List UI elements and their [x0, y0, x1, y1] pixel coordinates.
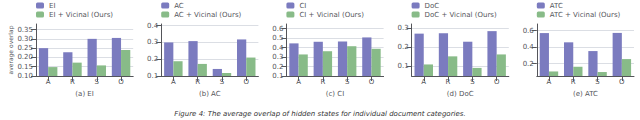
- svg-text:S: S: [595, 78, 600, 86]
- svg-text:average overlap: average overlap: [7, 25, 15, 74]
- svg-text:0.10: 0.10: [17, 72, 33, 80]
- svg-text:0.3: 0.3: [397, 24, 408, 32]
- svg-text:0.6: 0.6: [523, 27, 535, 35]
- svg-text:0.2: 0.2: [147, 55, 158, 63]
- svg-text:0.25: 0.25: [17, 44, 33, 52]
- svg-text:S: S: [470, 78, 475, 86]
- svg-text:AC + Vicinal (Ours): AC + Vicinal (Ours): [174, 11, 241, 19]
- svg-text:S: S: [345, 78, 350, 86]
- svg-text:R: R: [320, 78, 325, 86]
- svg-text:A: A: [46, 78, 51, 86]
- svg-text:0.2: 0.2: [523, 60, 534, 68]
- svg-text:O: O: [494, 78, 500, 86]
- svg-text:0.30: 0.30: [17, 35, 33, 43]
- svg-text:R: R: [446, 78, 451, 86]
- svg-text:A: A: [421, 78, 426, 86]
- svg-text:0.5: 0.5: [272, 34, 283, 42]
- svg-text:CI: CI: [299, 2, 306, 10]
- svg-text:0.3: 0.3: [147, 38, 158, 46]
- svg-text:Figure 4: The average overlap: Figure 4: The average overlap of hidden …: [174, 110, 465, 118]
- svg-text:(b) AC: (b) AC: [199, 90, 221, 98]
- svg-text:O: O: [243, 78, 249, 86]
- svg-text:(c) CI: (c) CI: [326, 90, 345, 98]
- svg-text:0.2: 0.2: [272, 63, 283, 71]
- svg-text:0.1: 0.1: [397, 62, 408, 70]
- svg-text:R: R: [195, 78, 200, 86]
- svg-text:CI + Vicinal (Ours): CI + Vicinal (Ours): [299, 11, 364, 19]
- svg-text:0.35: 0.35: [17, 26, 33, 34]
- svg-text:O: O: [118, 78, 124, 86]
- svg-text:(d) DoC: (d) DoC: [447, 90, 474, 98]
- svg-text:S: S: [95, 78, 100, 86]
- svg-text:0.20: 0.20: [17, 53, 33, 61]
- svg-text:S: S: [220, 78, 225, 86]
- svg-text:EI + Vicinal (Ours): EI + Vicinal (Ours): [49, 11, 113, 19]
- svg-text:(a) EI: (a) EI: [75, 90, 93, 98]
- svg-text:EI: EI: [49, 2, 56, 10]
- svg-text:AC: AC: [174, 2, 184, 10]
- svg-text:0.4: 0.4: [147, 22, 159, 30]
- svg-text:0.2: 0.2: [397, 43, 408, 51]
- svg-text:DoC + Vicinal (Ours): DoC + Vicinal (Ours): [425, 11, 497, 19]
- svg-text:0.15: 0.15: [17, 63, 33, 71]
- svg-text:0.1: 0.1: [272, 72, 283, 80]
- svg-text:0.6: 0.6: [272, 25, 284, 33]
- svg-text:R: R: [571, 78, 576, 86]
- svg-text:ATC: ATC: [550, 2, 563, 10]
- svg-text:O: O: [619, 78, 625, 86]
- svg-text:0.1: 0.1: [147, 72, 158, 80]
- svg-text:DoC: DoC: [425, 2, 440, 10]
- svg-text:0.3: 0.3: [272, 53, 283, 61]
- svg-text:R: R: [70, 78, 75, 86]
- svg-text:(e) ATC: (e) ATC: [573, 90, 598, 98]
- svg-text:0.4: 0.4: [272, 44, 284, 52]
- svg-text:A: A: [296, 78, 301, 86]
- svg-text:A: A: [171, 78, 176, 86]
- svg-text:ATC + Vicinal (Ours): ATC + Vicinal (Ours): [550, 11, 621, 19]
- svg-text:O: O: [369, 78, 375, 86]
- svg-text:A: A: [547, 78, 552, 86]
- svg-text:0.4: 0.4: [523, 43, 535, 51]
